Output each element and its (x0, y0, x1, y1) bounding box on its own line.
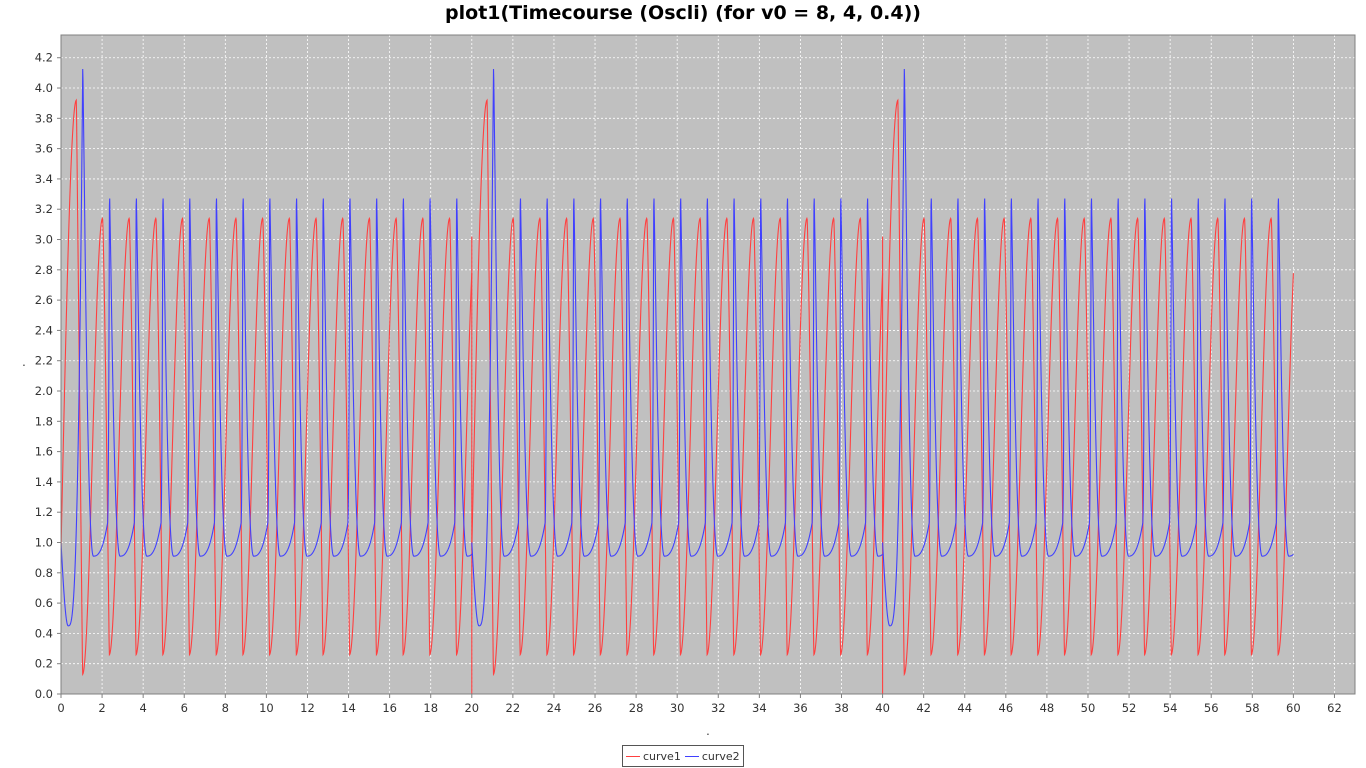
y-tick-label: 3.2 (35, 202, 53, 216)
y-tick-label: 3.0 (35, 233, 53, 247)
y-tick-label: 1.2 (35, 505, 53, 519)
x-tick-label: 56 (1204, 701, 1219, 715)
y-tick-label: 0.0 (35, 687, 53, 701)
x-tick-label: 20 (464, 701, 479, 715)
legend-label-curve2: curve2 (701, 749, 740, 763)
series-line-curve2 (60, 69, 473, 627)
x-tick-label: 48 (1040, 701, 1055, 715)
x-tick-label: 62 (1327, 701, 1342, 715)
x-tick-label: 8 (222, 701, 229, 715)
y-tick-label: 3.6 (35, 142, 53, 156)
y-tick-label: 2.6 (35, 293, 53, 307)
x-tick-label: 12 (300, 701, 315, 715)
legend: curve1 curve2 (622, 745, 744, 767)
x-tick-label: 18 (423, 701, 438, 715)
series-line-curve1 (60, 98, 473, 677)
y-tick-label: 2.4 (35, 323, 53, 337)
x-tick-label: 34 (752, 701, 767, 715)
x-tick-label: 30 (670, 701, 685, 715)
plot-border (60, 34, 1356, 695)
chart-title: plot1(Timecourse (Oscli) (for v0 = 8, 4,… (445, 2, 921, 24)
x-tick-label: 54 (1163, 701, 1178, 715)
x-tick-label: 2 (98, 701, 105, 715)
x-tick-label: 14 (341, 701, 356, 715)
y-tick-label: 2.0 (35, 384, 53, 398)
x-tick-label: 44 (957, 701, 972, 715)
x-tick-label: 42 (916, 701, 931, 715)
y-tick-label: 0.6 (35, 596, 53, 610)
legend-label-curve1: curve1 (643, 749, 681, 763)
plot-area (61, 35, 1355, 694)
x-tick-label: 24 (547, 701, 562, 715)
x-tick-label: 16 (382, 701, 397, 715)
x-tick-label: 26 (588, 701, 603, 715)
y-tick-label: 2.8 (35, 263, 53, 277)
x-tick-label: 22 (506, 701, 521, 715)
series-line-curve2 (882, 69, 1294, 627)
legend-item-curve1: curve1 (626, 750, 681, 763)
y-tick-label: 4.0 (35, 81, 53, 95)
x-tick-label: 58 (1245, 701, 1260, 715)
y-tick-label: 1.0 (35, 536, 53, 550)
axis-ticks: 0 2 4 6 8 10 12 14 16 18 20 22 24 26 28 30 32 34 36 38 40 42 4… (35, 51, 1342, 715)
y-tick-label: 3.4 (35, 172, 53, 186)
y-tick-label: 2.2 (35, 354, 53, 368)
x-tick-label: 40 (875, 701, 890, 715)
y-axis-label: . (22, 355, 26, 369)
y-tick-label: 0.8 (35, 566, 53, 580)
x-tick-label: 52 (1122, 701, 1137, 715)
x-tick-label: 28 (629, 701, 644, 715)
series-line-curve1 (882, 98, 1294, 677)
x-tick-label: 32 (711, 701, 726, 715)
series-lines (60, 69, 1294, 694)
legend-swatch-curve2 (684, 755, 699, 757)
x-tick-label: 38 (834, 701, 849, 715)
series-line-curve1 (471, 98, 884, 677)
x-tick-label: 36 (793, 701, 808, 715)
x-tick-label: 10 (259, 701, 274, 715)
y-tick-label: 1.4 (35, 475, 53, 489)
y-tick-label: 1.6 (35, 445, 53, 459)
x-tick-label: 60 (1286, 701, 1301, 715)
y-tick-label: 4.2 (35, 51, 53, 65)
y-tick-label: 3.8 (35, 111, 53, 125)
y-tick-label: 0.2 (35, 657, 53, 671)
x-tick-label: 46 (999, 701, 1014, 715)
legend-item-curve2: curve2 (684, 749, 740, 763)
legend-swatch-curve1 (626, 755, 640, 757)
x-tick-label: 50 (1081, 701, 1096, 715)
x-tick-label: 0 (57, 701, 64, 715)
x-tick-label: 4 (139, 701, 146, 715)
x-tick-label: 6 (181, 701, 188, 715)
x-axis-label: . (706, 724, 710, 738)
y-tick-label: 0.4 (35, 626, 53, 640)
series-line-curve2 (471, 69, 883, 627)
y-tick-label: 1.8 (35, 414, 53, 428)
